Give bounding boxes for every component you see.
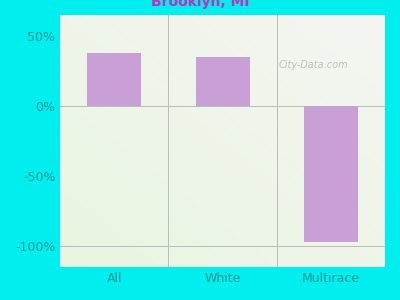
Bar [87, 53, 142, 106]
Text: Brooklyn, MI: Brooklyn, MI [151, 0, 249, 9]
Bar [196, 57, 250, 106]
Text: City-Data.com: City-Data.com [279, 60, 348, 70]
Bar [304, 106, 358, 242]
